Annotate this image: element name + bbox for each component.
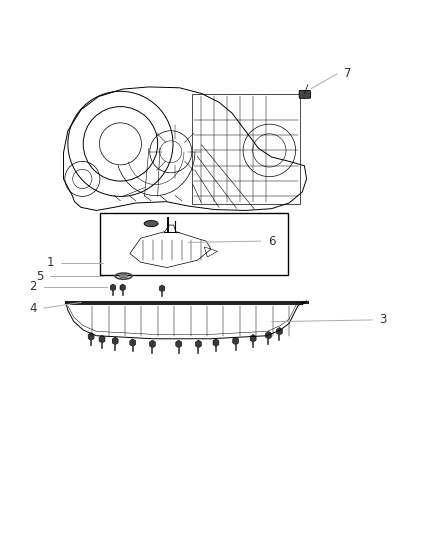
Ellipse shape xyxy=(144,221,158,227)
Polygon shape xyxy=(99,335,105,343)
Polygon shape xyxy=(250,335,256,342)
Polygon shape xyxy=(233,337,239,345)
Polygon shape xyxy=(149,340,155,348)
Polygon shape xyxy=(176,340,182,348)
Polygon shape xyxy=(112,337,118,345)
Polygon shape xyxy=(88,333,94,341)
Polygon shape xyxy=(110,284,116,291)
Bar xyxy=(192,94,300,204)
Text: 7: 7 xyxy=(344,67,352,80)
Polygon shape xyxy=(120,284,125,291)
FancyBboxPatch shape xyxy=(299,91,311,98)
Polygon shape xyxy=(213,339,219,346)
Text: 4: 4 xyxy=(29,302,37,314)
Text: 1: 1 xyxy=(46,256,54,270)
Bar xyxy=(100,213,288,275)
Polygon shape xyxy=(195,340,201,348)
Ellipse shape xyxy=(119,274,128,278)
Text: 3: 3 xyxy=(380,313,387,326)
Polygon shape xyxy=(276,327,283,335)
Polygon shape xyxy=(159,285,165,292)
Text: 2: 2 xyxy=(29,280,37,293)
Polygon shape xyxy=(130,339,136,346)
Text: 5: 5 xyxy=(36,270,43,282)
Polygon shape xyxy=(265,332,272,339)
Text: 6: 6 xyxy=(268,235,276,248)
